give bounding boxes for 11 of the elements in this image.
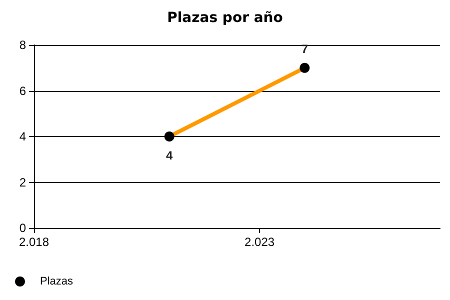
x-tick-label: 2.018 xyxy=(18,235,50,249)
y-tick-label: 0 xyxy=(19,221,26,235)
y-tick-label: 4 xyxy=(19,130,26,144)
data-label: 7 xyxy=(301,42,308,56)
y-tick-label: 8 xyxy=(19,38,26,52)
y-tick-label: 2 xyxy=(19,175,26,190)
x-tick-label: 2.023 xyxy=(244,235,275,249)
y-tick-label: 6 xyxy=(19,84,26,98)
chart-title: Plazas por año xyxy=(167,10,284,26)
data-label: 4 xyxy=(166,148,173,162)
legend-label: Plazas xyxy=(40,276,74,288)
